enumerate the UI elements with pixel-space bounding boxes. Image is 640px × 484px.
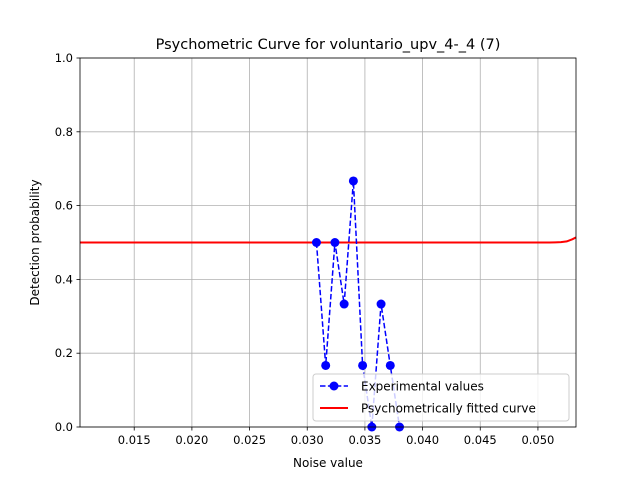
experimental-point bbox=[321, 360, 331, 370]
experimental-point bbox=[311, 238, 321, 247]
x-tick-label: 0.050 bbox=[521, 433, 554, 447]
chart-title: Psychometric Curve for voluntario_upv_4-… bbox=[156, 37, 501, 53]
x-tick-label: 0.035 bbox=[348, 433, 381, 447]
y-axis-label: Detection probability bbox=[28, 179, 42, 305]
y-tick-label: 0.2 bbox=[55, 346, 73, 360]
plot-lines bbox=[80, 176, 577, 432]
legend-fitted-label: Psychometrically fitted curve bbox=[361, 402, 536, 416]
y-tick-label: 0.4 bbox=[55, 272, 73, 286]
y-tick-label: 0.0 bbox=[55, 420, 73, 434]
x-tick-label: 0.020 bbox=[175, 433, 208, 447]
legend: Experimental values Psychometrically fit… bbox=[312, 373, 570, 422]
legend-experimental-marker bbox=[329, 381, 339, 391]
x-tick-label: 0.045 bbox=[464, 433, 497, 447]
y-ticks: 0.0 0.2 0.4 0.6 0.8 1.0 bbox=[55, 51, 80, 434]
legend-box bbox=[312, 373, 570, 422]
experimental-point bbox=[330, 238, 340, 247]
y-tick-label: 0.6 bbox=[55, 199, 73, 213]
y-tick-label: 1.0 bbox=[55, 51, 73, 65]
x-tick-label: 0.040 bbox=[406, 433, 439, 447]
x-tick-label: 0.025 bbox=[233, 433, 266, 447]
experimental-point bbox=[358, 360, 368, 370]
x-ticks: 0.015 0.020 0.025 0.030 0.035 0.040 0.045 0.050 bbox=[118, 427, 554, 447]
experimental-point bbox=[385, 360, 395, 370]
x-tick-label: 0.030 bbox=[291, 433, 324, 447]
y-tick-label: 0.8 bbox=[55, 125, 73, 139]
experimental-point bbox=[339, 299, 349, 309]
x-axis-label: Noise value bbox=[293, 456, 363, 470]
experimental-point bbox=[348, 176, 358, 186]
fitted-curve-line bbox=[80, 236, 577, 244]
experimental-point bbox=[376, 299, 386, 309]
x-tick-label: 0.015 bbox=[118, 433, 151, 447]
axes-frame bbox=[79, 57, 577, 428]
legend-experimental-label: Experimental values bbox=[361, 380, 484, 394]
experimental-line bbox=[315, 180, 401, 428]
